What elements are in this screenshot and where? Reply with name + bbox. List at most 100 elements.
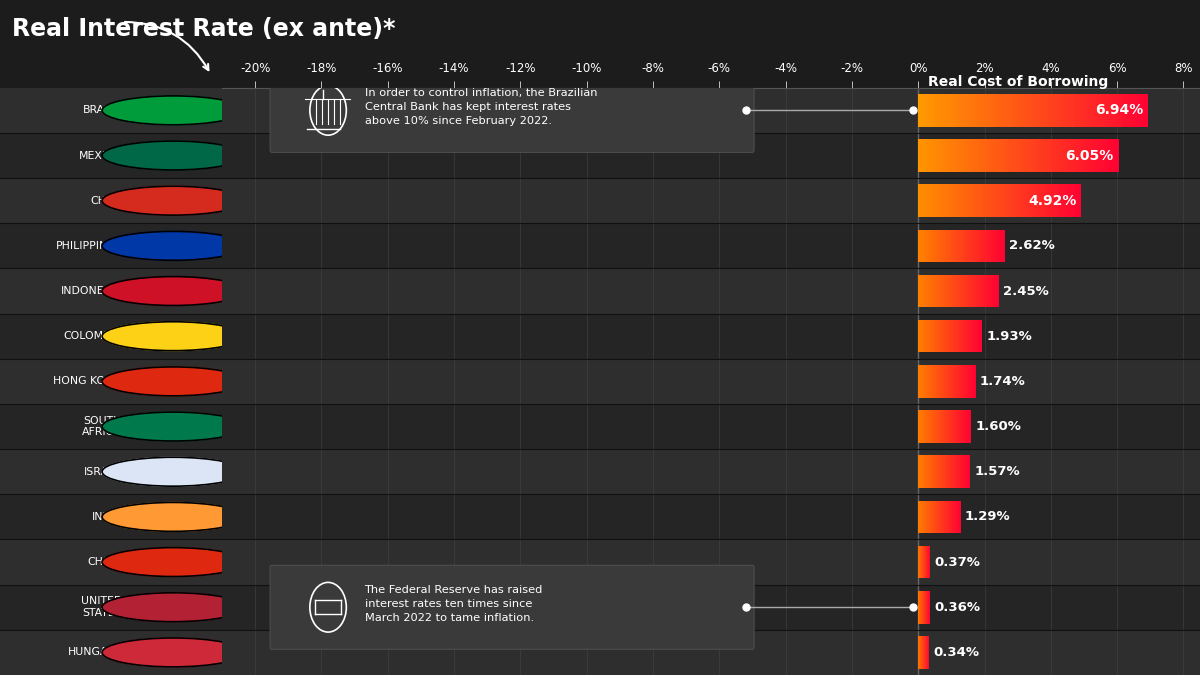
Bar <box>970 184 971 217</box>
Bar <box>971 139 973 171</box>
Text: PHILIPPINES: PHILIPPINES <box>56 241 122 251</box>
Bar <box>1097 139 1099 171</box>
Text: 0.36%: 0.36% <box>934 601 980 614</box>
Bar <box>1085 94 1088 127</box>
Bar <box>976 139 978 171</box>
Bar <box>944 184 947 217</box>
Bar <box>1106 139 1109 171</box>
Bar <box>1052 184 1055 217</box>
Text: 1.29%: 1.29% <box>965 510 1010 523</box>
Bar <box>988 184 990 217</box>
Bar <box>978 94 982 127</box>
Bar <box>1026 184 1028 217</box>
Bar <box>1140 94 1142 127</box>
Bar <box>1091 139 1093 171</box>
Bar <box>1128 94 1132 127</box>
Bar <box>1051 139 1054 171</box>
Text: HUNGARY: HUNGARY <box>68 647 122 657</box>
Bar <box>929 184 930 217</box>
Bar <box>1093 94 1097 127</box>
Bar <box>964 139 966 171</box>
Bar <box>967 94 970 127</box>
Bar <box>943 139 946 171</box>
Bar <box>932 94 936 127</box>
Bar <box>1032 184 1034 217</box>
Bar <box>1039 94 1042 127</box>
Bar <box>1146 94 1148 127</box>
Bar <box>1136 94 1140 127</box>
Bar <box>1014 139 1016 171</box>
Text: 1.93%: 1.93% <box>986 329 1032 343</box>
Bar <box>931 139 934 171</box>
Bar <box>924 94 926 127</box>
Bar <box>953 139 956 171</box>
Bar <box>991 184 994 217</box>
Bar <box>1042 94 1045 127</box>
Bar <box>936 139 938 171</box>
Bar <box>1102 139 1104 171</box>
Text: CHINA: CHINA <box>88 557 122 567</box>
Bar <box>966 139 968 171</box>
Bar <box>1000 184 1002 217</box>
Bar <box>1038 184 1040 217</box>
Bar <box>1079 94 1082 127</box>
Bar <box>1016 94 1019 127</box>
Circle shape <box>102 186 245 215</box>
Circle shape <box>102 367 245 396</box>
Bar <box>1072 139 1074 171</box>
Bar <box>1024 139 1026 171</box>
Bar <box>1040 184 1043 217</box>
Bar <box>936 184 938 217</box>
Bar <box>1099 139 1102 171</box>
Bar <box>986 139 989 171</box>
Bar <box>923 139 925 171</box>
Bar <box>1006 139 1008 171</box>
Bar <box>1103 94 1105 127</box>
Bar <box>1054 139 1056 171</box>
Bar <box>1117 94 1120 127</box>
Bar <box>1114 94 1117 127</box>
Bar <box>1142 94 1146 127</box>
Bar <box>222 630 1200 675</box>
Bar <box>924 184 926 217</box>
Circle shape <box>102 141 245 170</box>
Bar <box>1073 184 1075 217</box>
Bar <box>1046 139 1049 171</box>
Bar <box>959 184 961 217</box>
Bar <box>923 184 924 217</box>
Bar <box>222 494 1200 539</box>
Text: ISRAEL: ISRAEL <box>84 466 122 477</box>
Text: 0.37%: 0.37% <box>935 556 980 568</box>
Bar <box>1004 94 1007 127</box>
Bar <box>0 178 222 223</box>
Bar <box>965 94 967 127</box>
Bar <box>0 314 222 359</box>
Bar <box>994 139 996 171</box>
Text: 1.74%: 1.74% <box>980 375 1026 388</box>
Circle shape <box>102 502 245 531</box>
Bar <box>222 539 1200 585</box>
Bar <box>1116 139 1118 171</box>
Bar <box>932 184 935 217</box>
Bar <box>0 539 222 585</box>
Bar <box>990 94 992 127</box>
Bar <box>976 94 978 127</box>
Bar <box>1003 139 1006 171</box>
Bar <box>0 449 222 494</box>
Bar <box>1108 94 1111 127</box>
Bar <box>1043 184 1045 217</box>
Bar <box>1048 94 1050 127</box>
Bar <box>1105 94 1108 127</box>
Text: Real Interest Rate (ex ante)*: Real Interest Rate (ex ante)* <box>12 17 396 41</box>
Bar <box>1122 94 1126 127</box>
Bar <box>964 184 965 217</box>
Text: HONG KONG: HONG KONG <box>53 377 122 386</box>
Bar <box>956 139 959 171</box>
Bar <box>938 184 941 217</box>
Bar <box>1076 94 1079 127</box>
Bar <box>1056 94 1060 127</box>
Bar <box>941 94 944 127</box>
Bar <box>973 184 976 217</box>
Text: 2.62%: 2.62% <box>1009 240 1055 252</box>
Bar <box>1031 184 1032 217</box>
